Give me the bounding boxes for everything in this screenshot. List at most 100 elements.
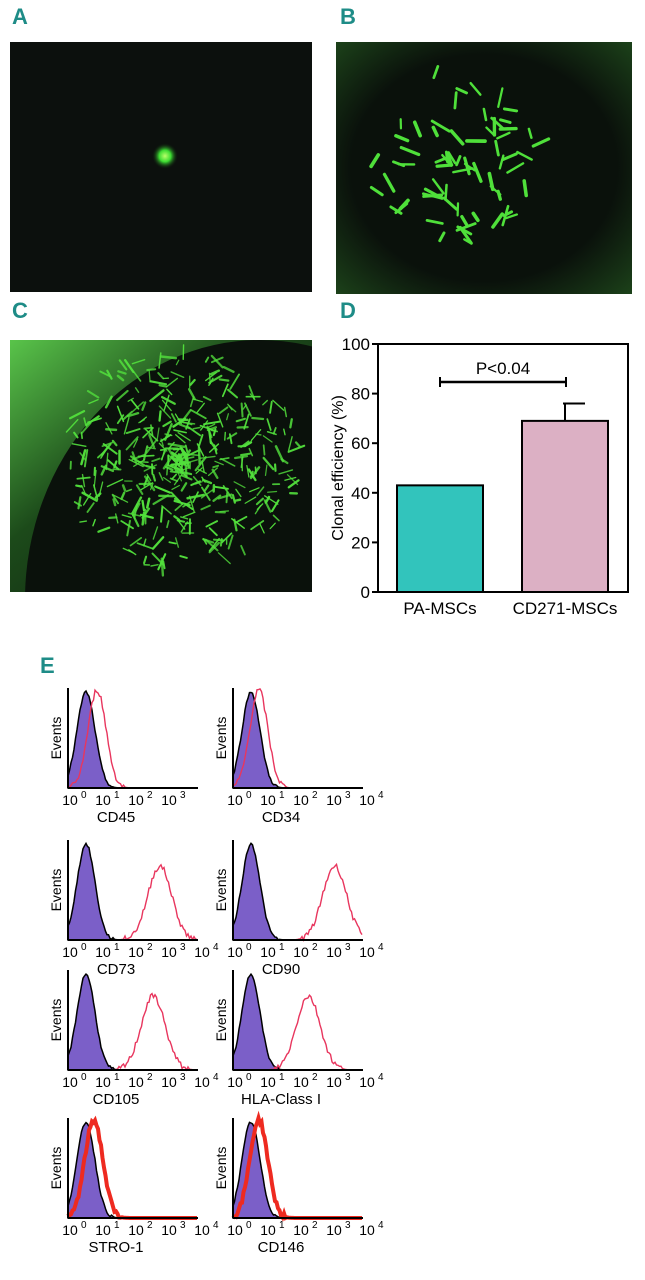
cell (289, 418, 293, 429)
cell (136, 542, 154, 550)
x-tick-label: 10 (95, 1074, 111, 1090)
cell (430, 119, 451, 133)
cell (229, 373, 240, 390)
cell (131, 358, 146, 365)
cell (174, 537, 180, 548)
cell (259, 523, 265, 534)
cell (482, 107, 488, 122)
cell (250, 429, 262, 442)
x-tick-exponent: 1 (279, 1220, 285, 1231)
colony-cells-c (65, 344, 306, 577)
cell (206, 423, 216, 429)
cell (200, 420, 209, 431)
cell (146, 497, 151, 509)
cell (158, 405, 172, 419)
cell (248, 447, 254, 457)
cell (125, 488, 133, 493)
cell (283, 428, 286, 436)
cell (165, 377, 179, 388)
cell (255, 497, 264, 506)
cell (455, 87, 468, 95)
cell (187, 426, 202, 437)
cell (447, 151, 457, 165)
cell (264, 464, 268, 477)
cell (192, 491, 199, 504)
x-tick-label: 10 (95, 1222, 111, 1238)
cell (219, 538, 223, 547)
cell (502, 107, 519, 113)
cell (224, 431, 226, 441)
x-tick-label: 10 (194, 944, 210, 960)
x-tick-exponent: 0 (246, 942, 252, 953)
cell (160, 395, 176, 405)
cell (179, 555, 188, 559)
cell (399, 145, 421, 157)
cell (164, 465, 174, 472)
marker-histogram (233, 862, 363, 943)
x-tick-exponent: 3 (180, 790, 186, 801)
x-tick-exponent: 4 (213, 942, 219, 953)
cell (501, 152, 518, 162)
cell (127, 512, 142, 517)
cell (174, 469, 193, 476)
cell (175, 359, 180, 366)
cell (182, 501, 191, 508)
cell (174, 458, 184, 462)
x-tick-exponent: 0 (246, 1220, 252, 1231)
cell (170, 462, 183, 466)
cell (205, 520, 219, 528)
marker-name: CD146 (258, 1239, 305, 1256)
cell (204, 356, 210, 363)
cell (444, 183, 448, 202)
cell (254, 504, 262, 515)
cell (201, 478, 213, 485)
cell (472, 161, 483, 183)
cell (120, 491, 126, 501)
cell (149, 389, 165, 403)
cell (168, 541, 177, 545)
cell (149, 380, 168, 386)
cell (143, 464, 157, 472)
cell (141, 499, 146, 512)
cell (382, 172, 396, 193)
cell (116, 374, 125, 382)
cell (158, 352, 162, 369)
cell (188, 495, 195, 513)
marker-histogram (231, 1110, 362, 1222)
x-tick-exponent: 1 (114, 1072, 120, 1083)
cell (210, 354, 224, 369)
cell (501, 204, 510, 227)
x-tick-exponent: 2 (147, 1072, 153, 1083)
x-tick-exponent: 3 (180, 942, 186, 953)
cell (116, 414, 125, 425)
x-tick-label: 10 (161, 792, 177, 808)
x-tick-exponent: 4 (213, 1072, 219, 1083)
cell (167, 447, 176, 461)
cell (83, 449, 89, 468)
x-tick-label: 10 (62, 944, 78, 960)
cell (455, 222, 477, 232)
x-tick-exponent: 2 (312, 790, 318, 801)
cell (505, 213, 519, 220)
x-tick-exponent: 4 (213, 1220, 219, 1231)
x-tick-label: 10 (161, 1074, 177, 1090)
cell (133, 438, 139, 448)
events-label: Events (213, 999, 229, 1042)
cell (171, 473, 177, 480)
cell (194, 481, 203, 485)
x-tick-exponent: 1 (114, 1220, 120, 1231)
cell (463, 162, 476, 172)
cell (425, 219, 444, 225)
cell (217, 493, 233, 500)
cell (262, 399, 269, 406)
cell (180, 516, 189, 520)
cell (102, 443, 118, 455)
cell (263, 495, 279, 505)
cell (104, 395, 113, 409)
cell (170, 451, 181, 459)
cell (250, 520, 265, 531)
cell (208, 541, 220, 554)
